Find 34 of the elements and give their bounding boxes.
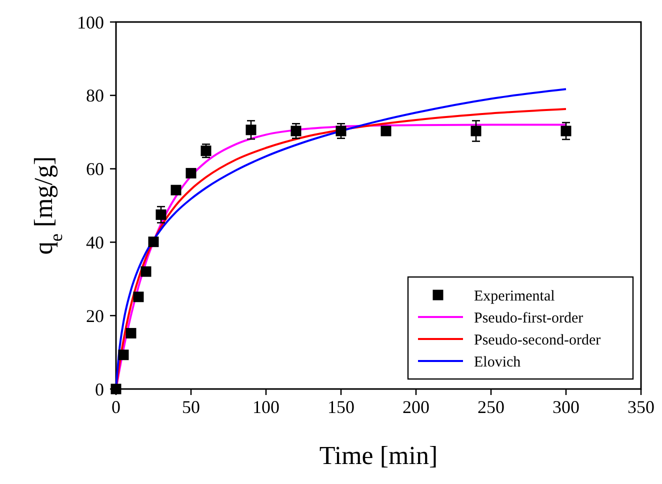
point xyxy=(170,184,182,196)
point xyxy=(470,126,482,136)
point xyxy=(148,236,159,248)
point xyxy=(133,292,144,302)
x-tick-label: 250 xyxy=(478,397,504,417)
x-tick-label: 50 xyxy=(182,397,200,417)
x-tick-label: 100 xyxy=(252,397,280,417)
point xyxy=(140,266,152,277)
y-tick-label: 20 xyxy=(86,306,104,326)
point xyxy=(118,350,129,360)
y-tick-label: 60 xyxy=(86,159,104,180)
point xyxy=(186,168,196,178)
point xyxy=(290,126,302,136)
y-tick-label: 80 xyxy=(86,86,104,106)
point xyxy=(110,384,122,394)
y-tick-label: 100 xyxy=(77,12,104,32)
point xyxy=(156,209,166,220)
point xyxy=(126,328,136,338)
x-tick-label: 350 xyxy=(628,397,654,417)
y-tick-label: 40 xyxy=(86,232,104,252)
point xyxy=(336,126,346,136)
point xyxy=(246,124,256,136)
legend-label: Experimental xyxy=(474,288,555,304)
point xyxy=(560,126,572,136)
legend-label: Pseudo-second-order xyxy=(474,332,601,348)
legend-label: Elovich xyxy=(474,354,522,370)
x-tick-label: 150 xyxy=(328,397,354,417)
legend-label: Pseudo-first-order xyxy=(474,310,584,326)
x-tick-label: 300 xyxy=(552,397,580,417)
point xyxy=(380,126,392,136)
y-tick-label: 0 xyxy=(95,379,104,400)
x-tick-label: 0 xyxy=(112,397,120,417)
x-axis-title: Time [min] xyxy=(319,441,438,470)
x-tick-label: 200 xyxy=(402,397,430,417)
